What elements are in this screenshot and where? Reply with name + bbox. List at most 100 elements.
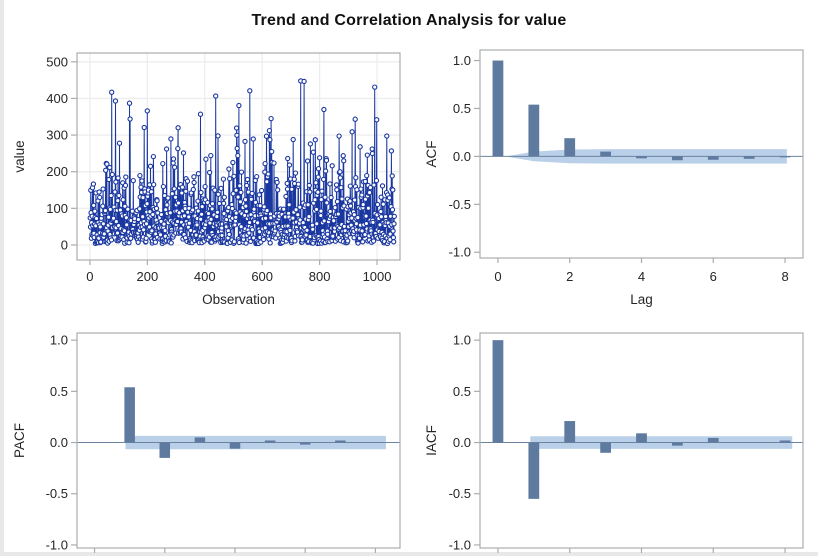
trend-series-marker [286,162,293,168]
trend-series-marker [107,164,113,171]
trend-series-marker [355,214,361,221]
trend-series-marker [153,205,160,212]
trend-series-marker [364,152,370,158]
trend-series-marker [262,215,269,221]
trend-series-marker [318,208,324,214]
acf-ytick-label: 0.5 [453,101,471,116]
pacf-plot: 1.0 0.5 0.0 -0.5 -1.0 PACF [12,332,401,553]
trend-series-marker [320,176,327,183]
trend-series-marker [237,199,244,205]
iacf-bar-lag-3 [600,442,611,453]
trend-series-marker [115,197,121,204]
iacf-bar-lag-0 [492,340,504,443]
trend-series-marker [307,141,314,147]
trend-series-marker [194,222,200,228]
trend-series-marker [359,192,365,198]
iacf-ytick-label: 0.0 [453,435,471,450]
trend-series-marker [369,146,375,152]
pacf-ytick-label: 1.0 [50,333,68,348]
trend-series-marker [168,240,174,246]
iacf-bar-lag-8 [779,440,791,443]
trend-series-marker [315,166,322,172]
acf-plot: 0 2 4 6 8 1.0 0.5 0.0 -0.5 -1.0 Lag ACF [424,49,804,307]
trend-series-marker [233,125,240,131]
trend-series-marker [333,182,340,188]
trend-series-marker [318,212,324,219]
trend-series-marker [233,214,239,220]
trend-series-marker [109,171,115,178]
pacf-ytick-label: -0.5 [46,486,68,501]
acf-xtick-label: 6 [710,269,717,284]
trend-series-marker [284,180,290,187]
trend-series-ytick-label: 0 [61,237,68,252]
trend-series-marker [354,187,360,193]
trend-series-marker [349,129,355,135]
trend-series-marker [221,200,227,207]
trend-series-marker [229,201,235,208]
trend-series-marker [369,150,376,157]
trend-series-marker [290,215,296,221]
trend-series-marker [347,198,353,204]
trend-series-marker [172,194,179,200]
trend-series-marker [284,186,291,192]
trend-series-marker [262,160,268,167]
trend-series-marker [205,210,212,217]
trend-series-marker [324,200,330,206]
trend-series-marker [366,189,373,196]
pacf-bar-lag-1 [124,387,135,443]
trend-series-marker [144,201,150,207]
trend-series-marker [198,216,204,222]
trend-series-marker [206,169,213,176]
iacf-plot: 1.0 0.5 0.0 -0.5 -1.0 IACF [424,332,804,553]
trend-series-marker [101,231,107,237]
pacf-bar-lag-2 [159,442,171,458]
trend-series-marker [169,191,175,197]
trend-series-marker [90,181,97,187]
trend-series-marker [236,102,242,109]
trend-series-marker [113,218,119,225]
acf-bar-lag-0 [492,60,504,157]
trend-series-marker [216,200,223,207]
trend-series-markers [87,78,397,247]
acf-bar-lag-6 [707,156,719,160]
trend-series-marker [360,201,366,208]
trend-series-marker [238,189,244,196]
trend-series-marker [230,191,236,197]
trend-series-marker [281,206,287,212]
trend-series-ytick-label: 100 [46,201,68,216]
trend-series-marker [340,153,346,159]
trend-series-marker [91,202,97,209]
trend-series-marker [384,133,390,139]
trend-series-marker [329,163,335,169]
trend-series-marker [388,148,395,154]
pacf-bar-lag-7 [335,440,346,443]
trend-series-marker [341,158,347,164]
trend-series-marker [170,160,176,166]
trend-series-marker [140,227,147,233]
trend-series-marker [265,171,271,177]
acf-xtick-label: 4 [638,269,645,284]
acf-xtick-label: 2 [566,269,573,284]
trend-series-marker [254,220,261,226]
trend-series-marker [127,116,133,122]
trend-series-marker [112,98,119,104]
trend-series-marker [218,185,224,192]
trend-series-marker [310,149,316,155]
trend-series-ytick-label: 500 [46,54,68,69]
trend-series-marker [365,205,372,211]
trend-series-marker [199,203,205,210]
trend-series-ytick-label: 200 [46,164,68,179]
trend-series-marker [92,208,98,214]
trend-series-marker [358,186,364,192]
trend-series-marker [180,150,187,156]
trend-series-marker [297,204,303,210]
acf-bar-lag-7 [743,156,755,159]
trend-series-marker [100,203,106,209]
trend-series-marker [122,182,129,189]
trend-series-marker [353,175,359,181]
trend-series-marker [304,158,311,164]
acf-yaxis-label: ACF [424,141,439,168]
trend-series-marker [269,148,275,155]
left-edge-strip [0,0,4,556]
